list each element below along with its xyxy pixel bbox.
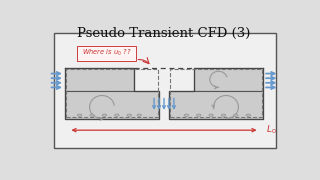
Ellipse shape: [184, 114, 188, 116]
Text: Where is $u_0$ ??: Where is $u_0$ ??: [82, 48, 132, 58]
Polygon shape: [65, 91, 159, 119]
FancyBboxPatch shape: [54, 33, 276, 148]
Polygon shape: [194, 68, 263, 91]
Text: Pseudo Transient CFD (3): Pseudo Transient CFD (3): [77, 27, 251, 40]
Bar: [66, 69, 158, 118]
FancyBboxPatch shape: [77, 46, 136, 61]
Ellipse shape: [196, 114, 201, 116]
Polygon shape: [169, 91, 263, 119]
Bar: [170, 69, 262, 118]
Ellipse shape: [102, 114, 107, 116]
Ellipse shape: [127, 114, 132, 116]
Ellipse shape: [246, 114, 251, 116]
Ellipse shape: [115, 114, 119, 116]
Polygon shape: [65, 68, 134, 91]
Ellipse shape: [209, 114, 213, 116]
Ellipse shape: [90, 114, 94, 116]
Ellipse shape: [221, 114, 226, 116]
Text: $L_0$: $L_0$: [266, 124, 276, 136]
Ellipse shape: [137, 114, 141, 116]
Ellipse shape: [234, 114, 238, 116]
Ellipse shape: [77, 114, 82, 116]
